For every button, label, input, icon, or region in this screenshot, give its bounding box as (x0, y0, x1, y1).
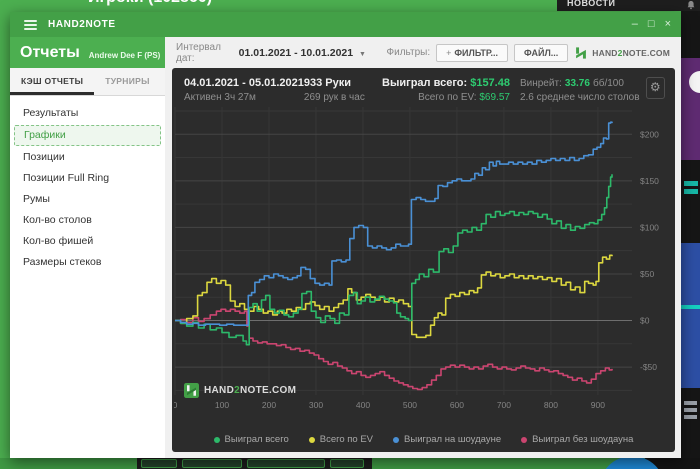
ev-total: Всего по EV: $69.57 (418, 92, 510, 103)
background-right-panel (681, 11, 700, 458)
gear-icon[interactable]: ⚙ (645, 77, 665, 99)
hands-count: 933 Руки (303, 77, 352, 89)
legend-dot-icon (521, 436, 528, 443)
x-axis-tick-label: 800 (544, 400, 558, 410)
won-total: Выиграл всего: $157.48 (382, 77, 510, 89)
background-players-title: Игроки (102860) (88, 0, 212, 9)
y-axis-tick-label: $0 (640, 316, 650, 326)
background-bottom-buttons (137, 458, 372, 469)
x-axis-tick-label: 600 (450, 400, 464, 410)
x-axis-tick-label: 200 (262, 400, 276, 410)
sidebar-item-румы[interactable]: Румы (23, 193, 50, 205)
series-line-2 (175, 174, 613, 346)
session-active-time: Активен 3ч 27м (184, 92, 256, 103)
sidebar-header: Отчеты Andrew Dee F (PS) ▼ (10, 37, 171, 68)
report-tabs: КЭШ ОТЧЕТЫ ТУРНИРЫ (10, 68, 165, 96)
x-axis-tick-label: 300 (309, 400, 323, 410)
sidebar-item-кол-во-столов[interactable]: Кол-во столов (23, 214, 92, 226)
x-axis-tick-label: 500 (403, 400, 417, 410)
window-titlebar: HAND2NOTE – □ × (10, 12, 681, 37)
y-axis-tick-label: $200 (640, 129, 659, 139)
background-bottom-strip (0, 458, 700, 469)
tab-cash-reports[interactable]: КЭШ ОТЧЕТЫ (10, 68, 95, 95)
background-white-circle (689, 71, 700, 93)
winrate: Винрейт: 33.76 бб/100 (519, 78, 624, 89)
background-blue-block (681, 243, 700, 388)
background-teal-text-fragment (684, 181, 698, 197)
x-axis-tick-label: 100 (215, 400, 229, 410)
y-axis-tick-label: $50 (640, 269, 654, 279)
hand2note-h-icon (576, 46, 587, 59)
background-bottom-dark (645, 458, 700, 469)
session-date-range: 04.01.2021 - 05.01.2021 (184, 77, 304, 89)
plus-icon: + (446, 47, 452, 58)
legend-label: Всего по EV (319, 434, 374, 445)
close-button[interactable]: × (664, 18, 671, 30)
reports-window: HAND2NOTE – □ × Отчеты Andrew Dee F (PS)… (10, 12, 681, 458)
series-line-0 (175, 308, 613, 391)
sidebar: Отчеты Andrew Dee F (PS) ▼ КЭШ ОТЧЕТЫ ТУ… (10, 37, 171, 458)
hand2note-h-icon (184, 383, 199, 398)
sidebar-menu: Результаты Графики Позиции Позиции Full Rin… (10, 96, 165, 273)
legend-dot-icon (393, 436, 400, 443)
series-line-1 (175, 254, 613, 339)
news-button[interactable]: НОВОСТИ (567, 0, 616, 8)
x-axis-tick-label: 900 (591, 400, 605, 410)
legend-item[interactable]: Выиграл без шоудауна (521, 434, 633, 445)
sidebar-item-размеры-стеков[interactable]: Размеры стеков (23, 256, 102, 268)
sidebar-item-позиции-full-ring[interactable]: Позиции Full Ring (23, 172, 110, 184)
legend-label: Выиграл на шоудауне (404, 434, 502, 445)
background-button (330, 459, 364, 468)
profit-graph: 0 100 200 300 400 500 600 700 800 900 $200 $150 $100… (174, 107, 659, 410)
chart-legend: Выиграл всего Всего по EV Выиграл на шоуда… (172, 434, 675, 445)
file-button[interactable]: ФАЙЛ... (514, 43, 569, 62)
chart-watermark: HAND2NOTE.COM (184, 383, 296, 398)
legend-label: Выиграл без шоудауна (532, 434, 634, 445)
legend-dot-icon (308, 436, 315, 443)
legend-item[interactable]: Всего по EV (308, 434, 374, 445)
background-button (247, 459, 325, 468)
account-selector[interactable]: Andrew Dee F (PS) ▼ (89, 51, 171, 60)
y-axis-tick-label: $100 (640, 222, 659, 232)
x-axis-tick-label: 0 (174, 400, 178, 410)
sidebar-item-позиции[interactable]: Позиции (23, 151, 65, 163)
brand-logo: HAND2NOTE.COM (574, 46, 670, 60)
sidebar-item-результаты[interactable]: Результаты (23, 107, 79, 119)
y-axis-tick-label: $150 (640, 176, 659, 186)
hands-per-hour: 269 рук в час (303, 92, 365, 103)
legend-dot-icon (213, 436, 220, 443)
background-news-bar: НОВОСТИ (557, 0, 700, 11)
menu-icon[interactable] (24, 18, 37, 32)
sidebar-item-графики[interactable]: Графики (14, 125, 161, 146)
maximize-button[interactable]: □ (647, 18, 655, 30)
window-title: HAND2NOTE (48, 19, 116, 30)
minimize-button[interactable]: – (631, 18, 638, 30)
interval-label: Интервал дат: (176, 41, 221, 64)
add-filter-button[interactable]: + ФИЛЬТР... (436, 43, 509, 62)
filters-label: Фильтры: (386, 47, 431, 58)
chart-header: 04.01.2021 - 05.01.2021 Активен 3ч 27м 9… (172, 68, 675, 103)
x-axis-tick-label: 400 (356, 400, 370, 410)
avg-tables: 2.6 среднее число столов (519, 92, 640, 103)
legend-item[interactable]: Выиграл всего (213, 434, 289, 445)
legend-label: Выиграл всего (224, 434, 289, 445)
notifications-bell-icon[interactable] (686, 0, 696, 10)
tab-tournaments[interactable]: ТУРНИРЫ (105, 76, 150, 86)
x-axis-tick-label: 700 (497, 400, 511, 410)
background-button (141, 459, 177, 468)
date-range-selector[interactable]: 01.01.2021 - 10.01.2021 ▼ (238, 46, 366, 59)
series-line-3 (175, 121, 613, 326)
y-axis-tick-label: -$50 (640, 362, 657, 372)
background-button (182, 459, 242, 468)
background-gray-text-fragment (684, 401, 697, 422)
main-area: Интервал дат: 01.01.2021 - 10.01.2021 ▼ … (165, 37, 681, 458)
chevron-down-icon: ▼ (359, 50, 366, 58)
page-title: Отчеты (20, 43, 80, 61)
toolbar: Интервал дат: 01.01.2021 - 10.01.2021 ▼ … (165, 37, 681, 68)
chart-panel: 04.01.2021 - 05.01.2021 Активен 3ч 27м 9… (172, 68, 675, 452)
sidebar-item-кол-во-фишей[interactable]: Кол-во фишей (23, 235, 94, 247)
legend-item[interactable]: Выиграл на шоудауне (393, 434, 501, 445)
